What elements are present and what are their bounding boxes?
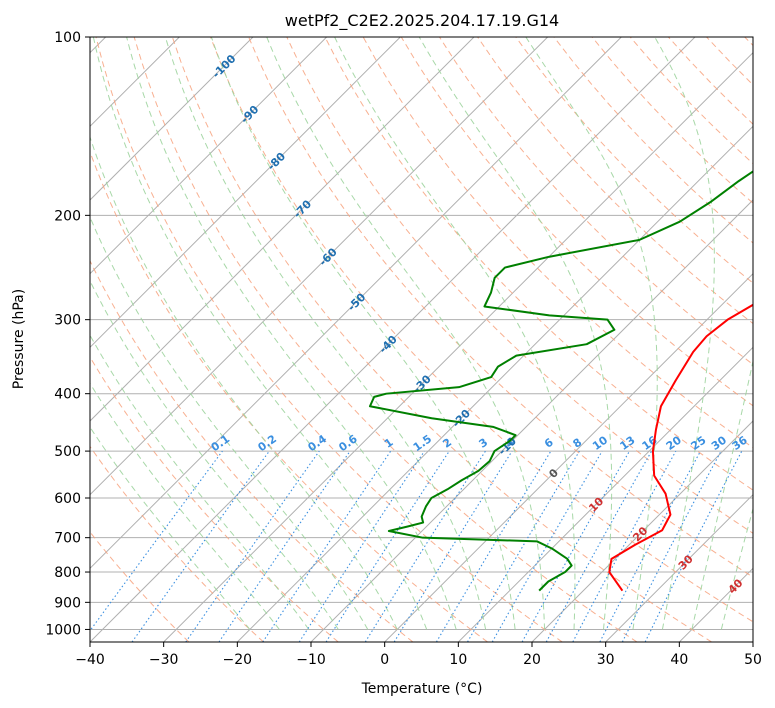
dry-adiabat-line bbox=[210, 37, 753, 623]
dewpoint-profile-line bbox=[368, 170, 753, 592]
mixing-ratio-line bbox=[644, 450, 743, 642]
dry-adiabat-line bbox=[90, 259, 414, 642]
x-tick-label: −30 bbox=[149, 652, 179, 668]
moist-adiabat-line bbox=[525, 37, 658, 630]
moist-adiabat-line bbox=[90, 215, 369, 630]
mixing-ratio-line bbox=[185, 450, 320, 642]
mixing-ratio-line bbox=[90, 450, 223, 632]
x-tick-label: 0 bbox=[380, 652, 389, 668]
isotherm-line bbox=[90, 37, 475, 422]
x-tick-label: 30 bbox=[597, 652, 615, 668]
x-tick-label: 40 bbox=[670, 652, 688, 668]
dry-adiabat-line bbox=[248, 37, 753, 578]
dry-adiabat-line bbox=[324, 37, 753, 491]
isotherm-line bbox=[90, 37, 696, 642]
isotherm-line bbox=[90, 37, 254, 201]
dry-adiabat-line bbox=[90, 445, 264, 642]
isotherm-line bbox=[163, 51, 753, 642]
isotherm-line bbox=[605, 493, 753, 642]
isotherm-line bbox=[384, 272, 753, 642]
x-tick-label: −40 bbox=[75, 652, 105, 668]
dry-adiabat-line bbox=[95, 37, 563, 642]
axes: −40 −30 −20 −10 0 10 20 30 40 50 100 200 300 400 500 60… bbox=[45, 30, 762, 668]
mixing-ratio-line bbox=[262, 450, 392, 642]
isotherm-line bbox=[90, 37, 401, 349]
mixing-ratio-line bbox=[131, 450, 270, 642]
moist-adiabat-line bbox=[126, 37, 457, 630]
moist-adiabat-line bbox=[92, 37, 428, 630]
dry-adiabat-line bbox=[90, 356, 339, 642]
x-tick-label: 10 bbox=[449, 652, 467, 668]
y-axis-label: Pressure (hPa) bbox=[11, 289, 27, 389]
moist-adiabat-line bbox=[90, 135, 398, 630]
x-tick-label: −20 bbox=[223, 652, 253, 668]
x-axis-label: Temperature (°C) bbox=[361, 681, 483, 697]
y-tick-label: 200 bbox=[54, 208, 81, 224]
y-tick-label: 500 bbox=[54, 444, 81, 460]
y-tick-label: 1000 bbox=[45, 622, 81, 638]
plot-frame bbox=[89, 36, 754, 643]
y-tick-label: 900 bbox=[54, 595, 81, 611]
mixing-ratio-line bbox=[572, 450, 677, 642]
isotherm-line bbox=[531, 420, 753, 642]
dry-adiabat-line bbox=[171, 37, 712, 642]
x-tick-label: −10 bbox=[296, 652, 326, 668]
y-tick-label: 400 bbox=[54, 387, 81, 403]
y-tick-label: 300 bbox=[54, 313, 81, 329]
chart-title: wetPf2_C2E2.2025.204.17.19.G14 bbox=[285, 11, 559, 31]
mixing-ratio-line bbox=[298, 450, 425, 642]
y-tick-label: 700 bbox=[54, 531, 81, 547]
mixing-ratio-line bbox=[325, 450, 450, 642]
isotherm-line bbox=[90, 37, 328, 275]
moist-adiabat-line bbox=[90, 382, 280, 630]
moist-adiabat-line bbox=[90, 334, 310, 630]
moist-adiabat-line bbox=[90, 279, 339, 630]
temperature-profile-line bbox=[608, 303, 753, 592]
y-tick-label: 600 bbox=[54, 491, 81, 507]
x-tick-label: 20 bbox=[523, 652, 541, 668]
moist-adiabat-line bbox=[210, 37, 516, 630]
moist-adiabat-line bbox=[164, 37, 487, 630]
isotherm-line bbox=[90, 37, 549, 496]
dry-adiabat-line bbox=[286, 37, 753, 534]
isotherm-line bbox=[90, 37, 622, 570]
isotherm-line bbox=[457, 346, 753, 642]
moist-adiabat-line bbox=[691, 358, 753, 630]
x-tick-label: 50 bbox=[744, 652, 762, 668]
moist-adiabat-line bbox=[720, 506, 753, 630]
mixing-ratio-line bbox=[393, 450, 513, 642]
y-tick-label: 100 bbox=[54, 30, 81, 46]
mixing-ratio-line bbox=[218, 450, 351, 642]
moist-adiabat-line bbox=[654, 37, 715, 630]
mixing-ratio-line bbox=[521, 450, 630, 642]
mixing-ratio-line bbox=[545, 450, 653, 642]
dry-adiabat-line bbox=[515, 37, 753, 284]
moist-adiabat-line bbox=[90, 426, 251, 630]
y-tick-label: 800 bbox=[54, 565, 81, 581]
isotherm-line bbox=[236, 125, 753, 642]
moist-adiabat-line bbox=[418, 37, 613, 630]
